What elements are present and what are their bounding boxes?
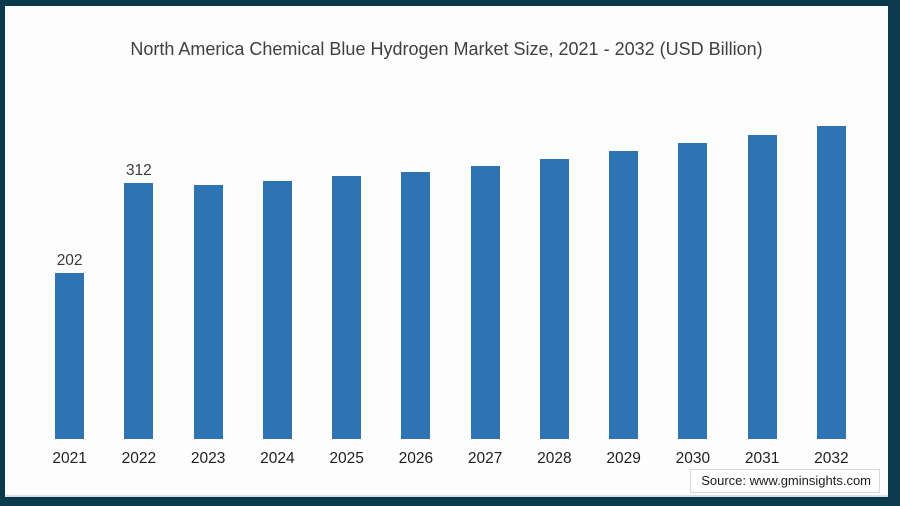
bar-column-2028: 2028 [520, 94, 589, 467]
x-tick-label-2028: 2028 [537, 450, 572, 467]
bar-column-2029: 2029 [589, 94, 658, 467]
x-tick-label-2023: 2023 [190, 450, 226, 467]
x-tick-label-2031: 2031 [744, 450, 780, 467]
source-text: Source: www.gminsights.com [701, 473, 871, 488]
bar-column-2024: 2024 [243, 94, 312, 467]
x-tick-label-2029: 2029 [606, 450, 641, 467]
bar-2024[interactable] [262, 181, 292, 439]
bar-2029[interactable] [609, 151, 639, 439]
bar-2027[interactable] [470, 166, 500, 439]
bar-2025[interactable] [332, 176, 362, 439]
bar-value-label-2021: 202 [56, 252, 83, 269]
bar-column-2026: 2026 [381, 94, 450, 467]
bar-column-2030: 2030 [658, 94, 727, 467]
x-tick-label-2022: 2022 [121, 450, 157, 467]
bar-2026[interactable] [401, 172, 431, 439]
x-tick-label-2025: 2025 [329, 450, 364, 467]
bar-column-2021: 202 2021 [35, 94, 104, 467]
bar-2031[interactable] [747, 135, 777, 439]
bar-2032[interactable] [816, 126, 846, 439]
x-tick-label-2032: 2032 [814, 450, 849, 467]
bar-value-label-2022: 312 [125, 162, 152, 179]
bar-column-2027: 2027 [451, 94, 520, 467]
bar-column-2022: 312 2022 [104, 94, 173, 467]
x-tick-label-2024: 2024 [260, 450, 295, 467]
bar-2021[interactable] [55, 273, 85, 439]
chart-canvas: North America Chemical Blue Hydrogen Mar… [5, 6, 888, 497]
bar-2030[interactable] [678, 143, 708, 439]
bars-row: 202 2021 312 2022 2023 2024 2025 2026 2027 2028 20… [35, 94, 866, 467]
bar-2022[interactable] [124, 183, 154, 439]
x-tick-label-2026: 2026 [398, 450, 434, 467]
bar-2023[interactable] [193, 185, 223, 439]
bar-2028[interactable] [539, 159, 569, 439]
bar-column-2023: 2023 [174, 94, 243, 467]
chart-title: North America Chemical Blue Hydrogen Mar… [130, 39, 763, 59]
x-tick-label-2027: 2027 [467, 450, 503, 467]
x-tick-label-2030: 2030 [675, 450, 711, 467]
bar-column-2032: 2032 [797, 94, 866, 467]
bar-column-2025: 2025 [312, 94, 381, 467]
source-attribution: Source: www.gminsights.com [690, 469, 880, 493]
bar-column-2031: 2031 [728, 94, 797, 467]
x-tick-label-2021: 2021 [52, 450, 87, 467]
